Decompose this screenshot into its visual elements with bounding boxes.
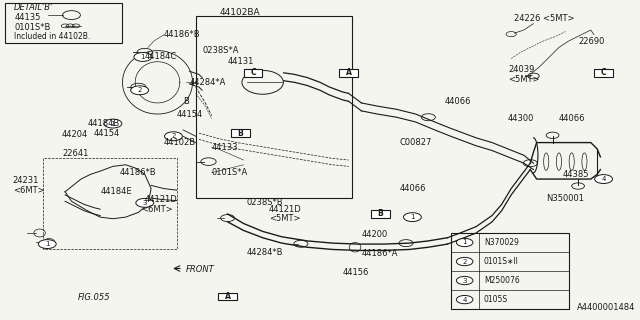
Text: 44184E: 44184E [100, 187, 132, 196]
Text: 44284*B: 44284*B [246, 247, 284, 257]
Text: 0101S*B: 0101S*B [14, 23, 51, 32]
Text: 44154: 44154 [177, 109, 203, 118]
Text: N350001: N350001 [546, 194, 584, 203]
Text: 44102BA: 44102BA [220, 8, 260, 17]
Text: 44184B: 44184B [88, 119, 120, 128]
Text: 24039: 24039 [508, 65, 534, 74]
Circle shape [134, 52, 152, 61]
Text: 2: 2 [463, 259, 467, 265]
Text: A4400001484: A4400001484 [577, 303, 636, 312]
Text: 1: 1 [141, 54, 145, 60]
Circle shape [164, 132, 182, 141]
Text: <5MT>: <5MT> [269, 214, 301, 223]
Text: A: A [346, 68, 351, 77]
Text: 2: 2 [138, 87, 142, 93]
Text: FIG.055: FIG.055 [78, 292, 111, 301]
Text: 44156: 44156 [342, 268, 369, 277]
Circle shape [104, 119, 122, 128]
Text: 44102B: 44102B [164, 138, 196, 147]
Text: B: B [378, 210, 383, 219]
Text: 24226 <5MT>: 24226 <5MT> [515, 14, 575, 23]
Bar [371, 210, 390, 218]
Bar [244, 69, 262, 76]
Text: M250076: M250076 [484, 276, 520, 285]
Text: Included in 44102B.: Included in 44102B. [14, 32, 90, 42]
Text: <6MT>: <6MT> [13, 186, 45, 195]
Text: A: A [225, 292, 230, 301]
Text: 44133: 44133 [212, 143, 238, 152]
Text: 1: 1 [410, 214, 415, 220]
Text: 44200: 44200 [362, 230, 388, 239]
Text: 44066: 44066 [559, 114, 586, 123]
Bar [595, 69, 612, 76]
Text: 3: 3 [462, 277, 467, 284]
Text: 0101S∗II: 0101S∗II [484, 257, 518, 266]
Text: <5MT>: <5MT> [508, 75, 540, 84]
Circle shape [456, 257, 473, 266]
Text: 2: 2 [172, 133, 175, 139]
Text: 44186*A: 44186*A [362, 249, 398, 258]
Text: C00827: C00827 [399, 138, 432, 147]
Circle shape [456, 276, 473, 285]
Text: FRONT: FRONT [186, 265, 215, 274]
Text: 44131: 44131 [228, 57, 254, 66]
Circle shape [403, 213, 421, 221]
Circle shape [456, 295, 473, 304]
Text: 22641: 22641 [62, 149, 88, 158]
Text: 1: 1 [45, 241, 49, 247]
Text: 44284*A: 44284*A [189, 78, 226, 87]
Text: B: B [237, 129, 243, 138]
Circle shape [136, 198, 154, 207]
Bar [218, 292, 237, 300]
Text: 44204: 44204 [62, 130, 88, 139]
Text: 24231: 24231 [13, 176, 39, 185]
Text: DETAIL'B': DETAIL'B' [14, 3, 53, 12]
Text: 44186*B: 44186*B [119, 168, 156, 177]
Text: 0105S: 0105S [484, 295, 508, 304]
Text: B: B [183, 97, 189, 106]
Text: C: C [601, 68, 606, 77]
Text: 0101S*A: 0101S*A [212, 168, 248, 177]
Bar [451, 233, 568, 309]
Text: 4: 4 [602, 176, 605, 182]
Text: C: C [250, 68, 256, 77]
Text: 44385: 44385 [562, 170, 589, 179]
Text: 1: 1 [462, 239, 467, 245]
Text: 44300: 44300 [508, 114, 534, 123]
Bar [4, 3, 122, 43]
Text: 44186*B: 44186*B [164, 30, 200, 39]
Bar [231, 129, 250, 137]
Text: 44121D: 44121D [269, 205, 302, 214]
Bar [339, 69, 358, 76]
Circle shape [456, 238, 473, 247]
Text: 0238S*A: 0238S*A [202, 46, 239, 55]
Text: 3: 3 [143, 200, 147, 206]
Text: 22690: 22690 [578, 36, 604, 45]
Circle shape [595, 175, 612, 183]
Circle shape [131, 86, 148, 95]
Text: 44121D: 44121D [145, 195, 177, 204]
Text: 4: 4 [463, 297, 467, 303]
Text: 0238S*B: 0238S*B [246, 198, 284, 207]
Text: 44154: 44154 [94, 129, 120, 138]
Text: 44066: 44066 [444, 97, 471, 106]
Text: <6MT>: <6MT> [141, 205, 173, 214]
Text: 1: 1 [111, 121, 115, 126]
Text: 44135: 44135 [14, 13, 40, 22]
Circle shape [38, 240, 56, 249]
Bar [196, 16, 352, 198]
Text: 44066: 44066 [399, 184, 426, 193]
Text: 44184C: 44184C [145, 52, 177, 61]
Text: N370029: N370029 [484, 238, 518, 247]
